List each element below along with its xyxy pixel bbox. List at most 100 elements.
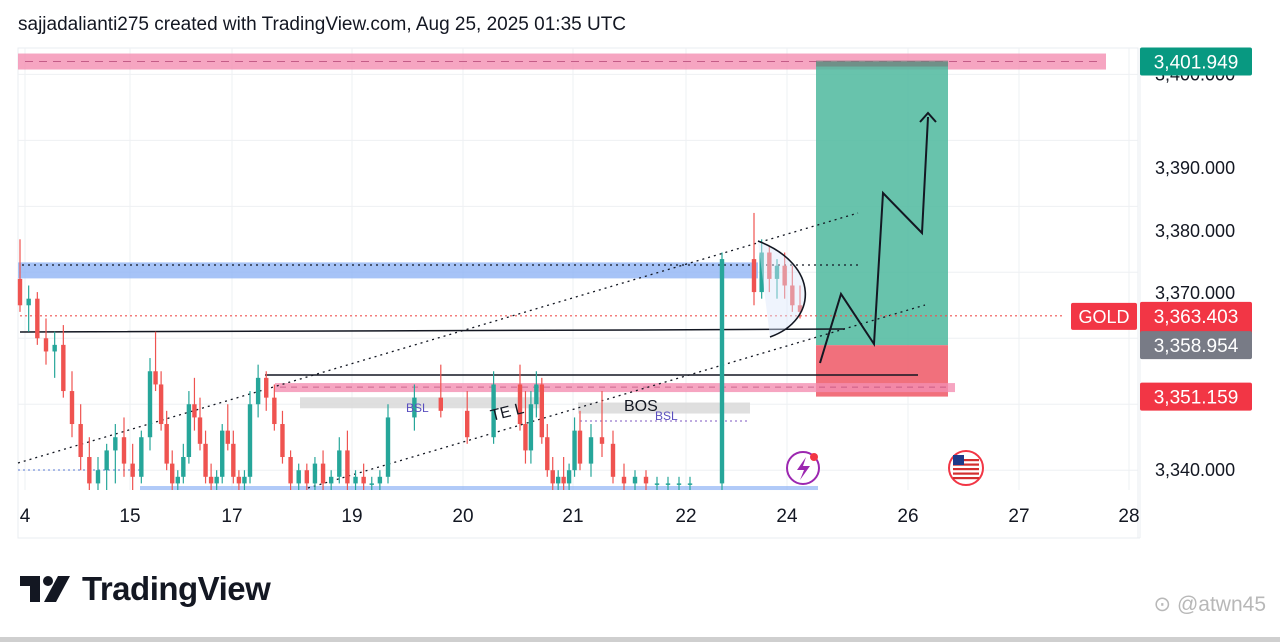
flag-stripe <box>953 472 979 475</box>
candle-body <box>751 259 757 293</box>
bsl-label: BSL <box>655 409 678 423</box>
candle <box>296 463 301 490</box>
candle <box>170 450 175 490</box>
candle <box>320 450 326 490</box>
candle-body <box>304 470 310 484</box>
x-tick-label: 24 <box>776 506 798 527</box>
candle <box>465 391 470 444</box>
candle-body <box>164 424 169 464</box>
candle-body <box>353 476 358 484</box>
candle-body <box>687 483 693 485</box>
candle <box>236 470 242 490</box>
candle-body <box>767 252 772 279</box>
x-tick-label: 21 <box>562 506 583 527</box>
candle <box>288 450 293 490</box>
candle <box>214 470 219 490</box>
candle-body <box>197 417 203 444</box>
candle <box>181 443 186 484</box>
candle <box>438 364 443 418</box>
candle <box>528 391 534 464</box>
candle <box>52 331 57 378</box>
tradingview-logo: TradingView <box>20 570 271 608</box>
target-bar <box>816 60 948 67</box>
candle <box>412 384 417 431</box>
stop-price-badge <box>1140 382 1252 411</box>
candle <box>153 331 158 392</box>
candle <box>621 463 627 490</box>
candle <box>491 371 496 444</box>
candle-body <box>121 437 127 464</box>
candle-body <box>280 424 285 458</box>
candle <box>369 476 374 490</box>
candle <box>35 292 40 345</box>
candle <box>790 265 795 312</box>
notification-dot <box>810 453 818 461</box>
candle-body <box>377 476 383 484</box>
candle-body <box>328 476 334 484</box>
candle-body <box>288 457 293 484</box>
candle-body <box>361 476 366 484</box>
candle <box>247 391 253 484</box>
candle <box>759 239 764 299</box>
candle-body <box>550 470 555 484</box>
candle <box>545 424 550 477</box>
candle <box>550 457 555 490</box>
stop-price-label: 3,351.159 <box>1154 388 1239 409</box>
bsl-label: BSL <box>406 401 429 415</box>
candle-body <box>87 457 92 484</box>
candle <box>130 443 135 490</box>
candle <box>774 259 780 299</box>
logo-text: TradingView <box>82 570 271 607</box>
candle-body <box>247 404 253 477</box>
candle-body <box>158 384 164 425</box>
pattern-ellipse <box>757 240 807 338</box>
candle-body <box>782 265 787 286</box>
y-tick-label: 3,390.000 <box>1155 158 1235 178</box>
candle <box>104 443 109 490</box>
candle <box>572 417 577 477</box>
candle <box>361 463 366 490</box>
x-tick-label: 27 <box>1008 506 1029 527</box>
candle-body <box>345 450 350 484</box>
candle-body <box>774 265 780 279</box>
x-tick-label: 17 <box>221 506 242 527</box>
candle <box>345 430 350 490</box>
candle <box>328 470 334 490</box>
flag-canton <box>953 455 964 465</box>
candle <box>782 252 787 299</box>
candle-body <box>665 483 671 485</box>
candle-body <box>599 437 605 444</box>
bottom-divider <box>0 637 1280 642</box>
candle <box>26 285 31 332</box>
candle-body <box>412 397 417 418</box>
candle <box>192 377 197 431</box>
candle-body <box>35 298 40 339</box>
candle-body <box>797 305 803 312</box>
lightning-icon <box>786 451 820 485</box>
candle <box>312 457 318 490</box>
candle-body <box>52 344 57 352</box>
symbol-label: GOLD <box>1078 307 1129 327</box>
candle <box>113 424 118 484</box>
candle <box>517 364 523 431</box>
candle-body <box>255 377 261 405</box>
x-axis: 4 15 17 19 20 21 22 24 26 27 28 <box>20 506 1140 527</box>
candle-body <box>181 457 186 477</box>
flag-stripe <box>953 477 979 480</box>
target-price-label: 3,401.949 <box>1154 53 1239 74</box>
flag-stripe <box>953 459 979 462</box>
candle-body <box>43 338 49 352</box>
candle-body <box>320 463 326 484</box>
candle <box>643 470 649 490</box>
candle-body <box>534 384 539 405</box>
candle-body <box>69 391 75 425</box>
candle-body <box>186 404 192 458</box>
watermark: ⊙ @atwn45 <box>1153 593 1266 616</box>
candle-body <box>790 285 795 306</box>
candle-body <box>264 377 269 398</box>
candle <box>158 371 164 431</box>
candle-body <box>104 450 109 471</box>
candle <box>78 404 83 471</box>
